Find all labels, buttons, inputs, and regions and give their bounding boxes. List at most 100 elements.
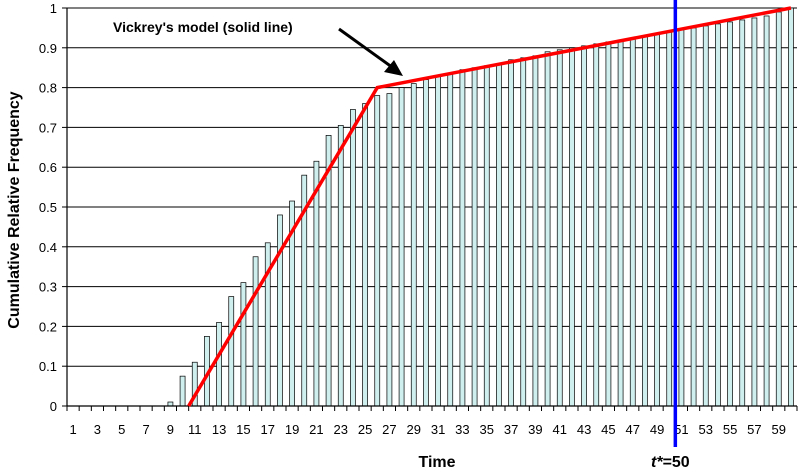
bar: [386, 93, 393, 407]
bar: [727, 21, 733, 407]
x-tick-label: 31: [431, 422, 445, 437]
bar: [471, 67, 478, 407]
x-tick-label: 17: [261, 422, 275, 437]
bar: [508, 59, 514, 407]
x-tick-label: 27: [382, 422, 396, 437]
bar: [410, 83, 417, 407]
y-tick-label: 0.7: [39, 120, 57, 135]
y-tick-label: 0.8: [39, 81, 57, 96]
model-line: [187, 6, 792, 407]
t-star-label: t*=50: [651, 454, 690, 471]
x-tick-label: 51: [674, 422, 688, 437]
bar: [228, 296, 235, 407]
x-tick-label: 47: [626, 422, 640, 437]
y-axis-title: Cumulative Relative Frequency: [6, 91, 23, 329]
bar: [374, 95, 381, 407]
bar: [642, 35, 648, 407]
bar: [179, 375, 186, 407]
annotation-label: Vickrey's model (solid line): [113, 19, 293, 35]
x-axis-title: Time: [418, 454, 455, 471]
x-tick-label: 55: [723, 422, 737, 437]
bar: [313, 160, 320, 407]
x-tick-label: 57: [747, 422, 761, 437]
model-polyline: [187, 6, 792, 407]
y-tick-labels: 0 0.1 0.2 0.3 0.4 0.5 0.6 0.7 0.8 0.9 1: [39, 1, 57, 414]
bar: [715, 23, 721, 407]
bar: [398, 87, 405, 407]
y-tick-label: 0.5: [39, 200, 57, 215]
bar: [629, 37, 636, 407]
y-tick-label: 0.9: [39, 41, 57, 56]
x-tick-label: 1: [69, 422, 76, 437]
bar: [252, 256, 259, 407]
bar: [240, 282, 247, 407]
t-star-label-italic: t*: [651, 454, 663, 471]
bar: [617, 39, 624, 407]
x-tick-label: 53: [699, 422, 713, 437]
y-tick-label: 0.2: [39, 319, 57, 334]
x-tick-label: 37: [504, 422, 518, 437]
bar: [350, 109, 356, 407]
bar: [556, 49, 563, 407]
bar: [702, 25, 709, 407]
bar: [362, 103, 368, 407]
y-tick-label: 1: [50, 1, 57, 16]
y-tick-label: 0.6: [39, 160, 57, 175]
t-star-label-value: =50: [663, 454, 690, 471]
bar: [605, 41, 612, 407]
annotation-arrow-shaft: [338, 27, 397, 72]
annotation-arrow-head: [384, 60, 403, 76]
x-tick-label: 39: [528, 422, 542, 437]
x-tick-label: 59: [772, 422, 786, 437]
x-tick-label: 29: [407, 422, 421, 437]
x-tick-label: 49: [650, 422, 664, 437]
bar: [654, 33, 660, 407]
y-tick-label: 0.3: [39, 280, 57, 295]
bar: [739, 19, 746, 407]
bar: [690, 27, 697, 407]
y-tick-label: 0: [50, 399, 57, 414]
bar: [435, 75, 441, 407]
x-tick-label: 13: [212, 422, 226, 437]
x-tick-label: 23: [334, 422, 348, 437]
x-tick-label: 43: [577, 422, 591, 437]
bar: [569, 47, 575, 407]
bar: [337, 125, 344, 407]
x-tick-label: 45: [601, 422, 615, 437]
bar: [496, 63, 502, 407]
bar: [593, 43, 600, 407]
bar: [678, 29, 685, 407]
x-tick-label: 19: [285, 422, 299, 437]
bar: [423, 79, 429, 407]
x-tick-label: 25: [358, 422, 372, 437]
bar: [775, 11, 782, 407]
bars: [167, 7, 794, 407]
bar: [483, 65, 490, 407]
bar: [277, 214, 283, 407]
bar: [544, 51, 551, 407]
y-tick-label: 0.4: [39, 240, 57, 255]
axes: [62, 7, 798, 411]
bar: [520, 57, 527, 407]
x-tick-label: 15: [236, 422, 250, 437]
bar: [763, 15, 770, 407]
x-tick-label: 11: [188, 422, 202, 437]
bar: [459, 69, 466, 407]
x-tick-label: 33: [455, 422, 469, 437]
x-tick-label: 5: [118, 422, 125, 437]
bar: [788, 7, 794, 407]
x-tick-label: 7: [142, 422, 149, 437]
bar: [216, 322, 222, 407]
x-tick-label: 21: [309, 422, 323, 437]
gridlines: [67, 7, 797, 367]
annotation: Vickrey's model (solid line): [113, 19, 403, 76]
x-tick-label: 3: [94, 422, 101, 437]
bar: [581, 45, 587, 407]
bar: [666, 31, 673, 407]
x-tick-label: 41: [553, 422, 567, 437]
bar: [532, 55, 539, 407]
x-tick-label: 35: [480, 422, 494, 437]
bar: [751, 17, 758, 407]
